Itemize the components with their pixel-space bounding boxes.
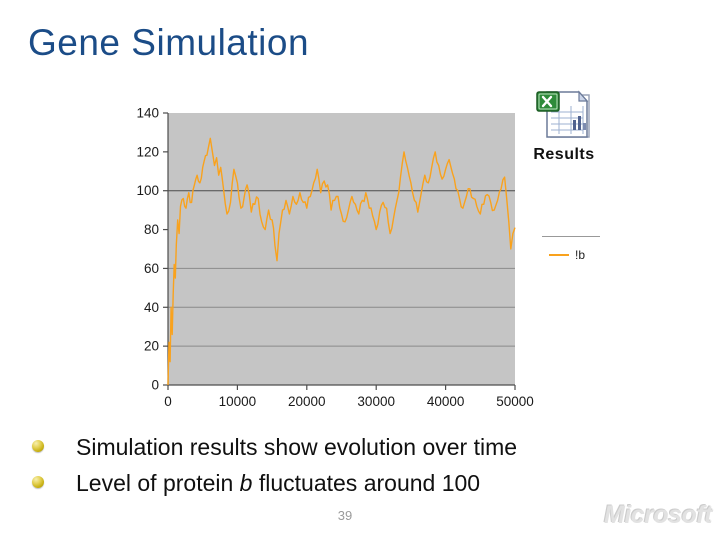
y-tick-label: 140 (136, 106, 159, 121)
x-tick-label: 30000 (357, 394, 395, 409)
simulation-line-chart: 0 20 40 60 80 100 120 140 0 10000 20000 30000 40000 5… (136, 106, 533, 410)
embedded-results-object[interactable]: Results (522, 90, 606, 164)
bullet-icon (32, 476, 44, 488)
x-tick-label: 0 (164, 394, 172, 409)
attachment-label: Results (533, 146, 595, 163)
chart-legend: !b (542, 236, 600, 262)
y-tick-label: 0 (151, 378, 159, 393)
y-tick-label: 20 (144, 339, 159, 354)
y-tick-label: 100 (136, 183, 159, 198)
y-tick-label: 60 (144, 261, 159, 276)
bullet-list: Simulation results show evolution over t… (30, 430, 670, 502)
chart-dynamic-layer: 0 20 40 60 80 100 120 140 0 10000 20000 30000 40000 5… (136, 106, 533, 410)
x-tick-label: 10000 (219, 394, 257, 409)
y-tick-label: 40 (144, 300, 159, 315)
x-tick-label: 50000 (496, 394, 534, 409)
list-item: Simulation results show evolution over t… (30, 430, 670, 466)
legend-entry: !b (542, 248, 600, 262)
bullet-text: Level of protein b fluctuates around 100 (76, 470, 481, 496)
y-tick-label: 80 (144, 222, 159, 237)
bullet-text: Simulation results show evolution over t… (76, 434, 518, 460)
page-number: 39 (337, 508, 353, 523)
slide-title: Gene Simulation (28, 22, 310, 63)
x-tick-label: 40000 (427, 394, 465, 409)
list-item: Level of protein b fluctuates around 100 (30, 466, 670, 502)
series-line-b (167, 137, 516, 386)
excel-document-icon (536, 90, 590, 138)
legend-divider-line (542, 236, 600, 237)
legend-series-line-swatch (549, 254, 569, 256)
y-tick-label: 120 (136, 144, 159, 159)
legend-series-label: !b (575, 248, 586, 262)
chart-plot-area (168, 113, 515, 385)
bullet-icon (32, 440, 44, 452)
microsoft-logo: Microsoft (604, 501, 713, 529)
x-tick-label: 20000 (288, 394, 326, 409)
